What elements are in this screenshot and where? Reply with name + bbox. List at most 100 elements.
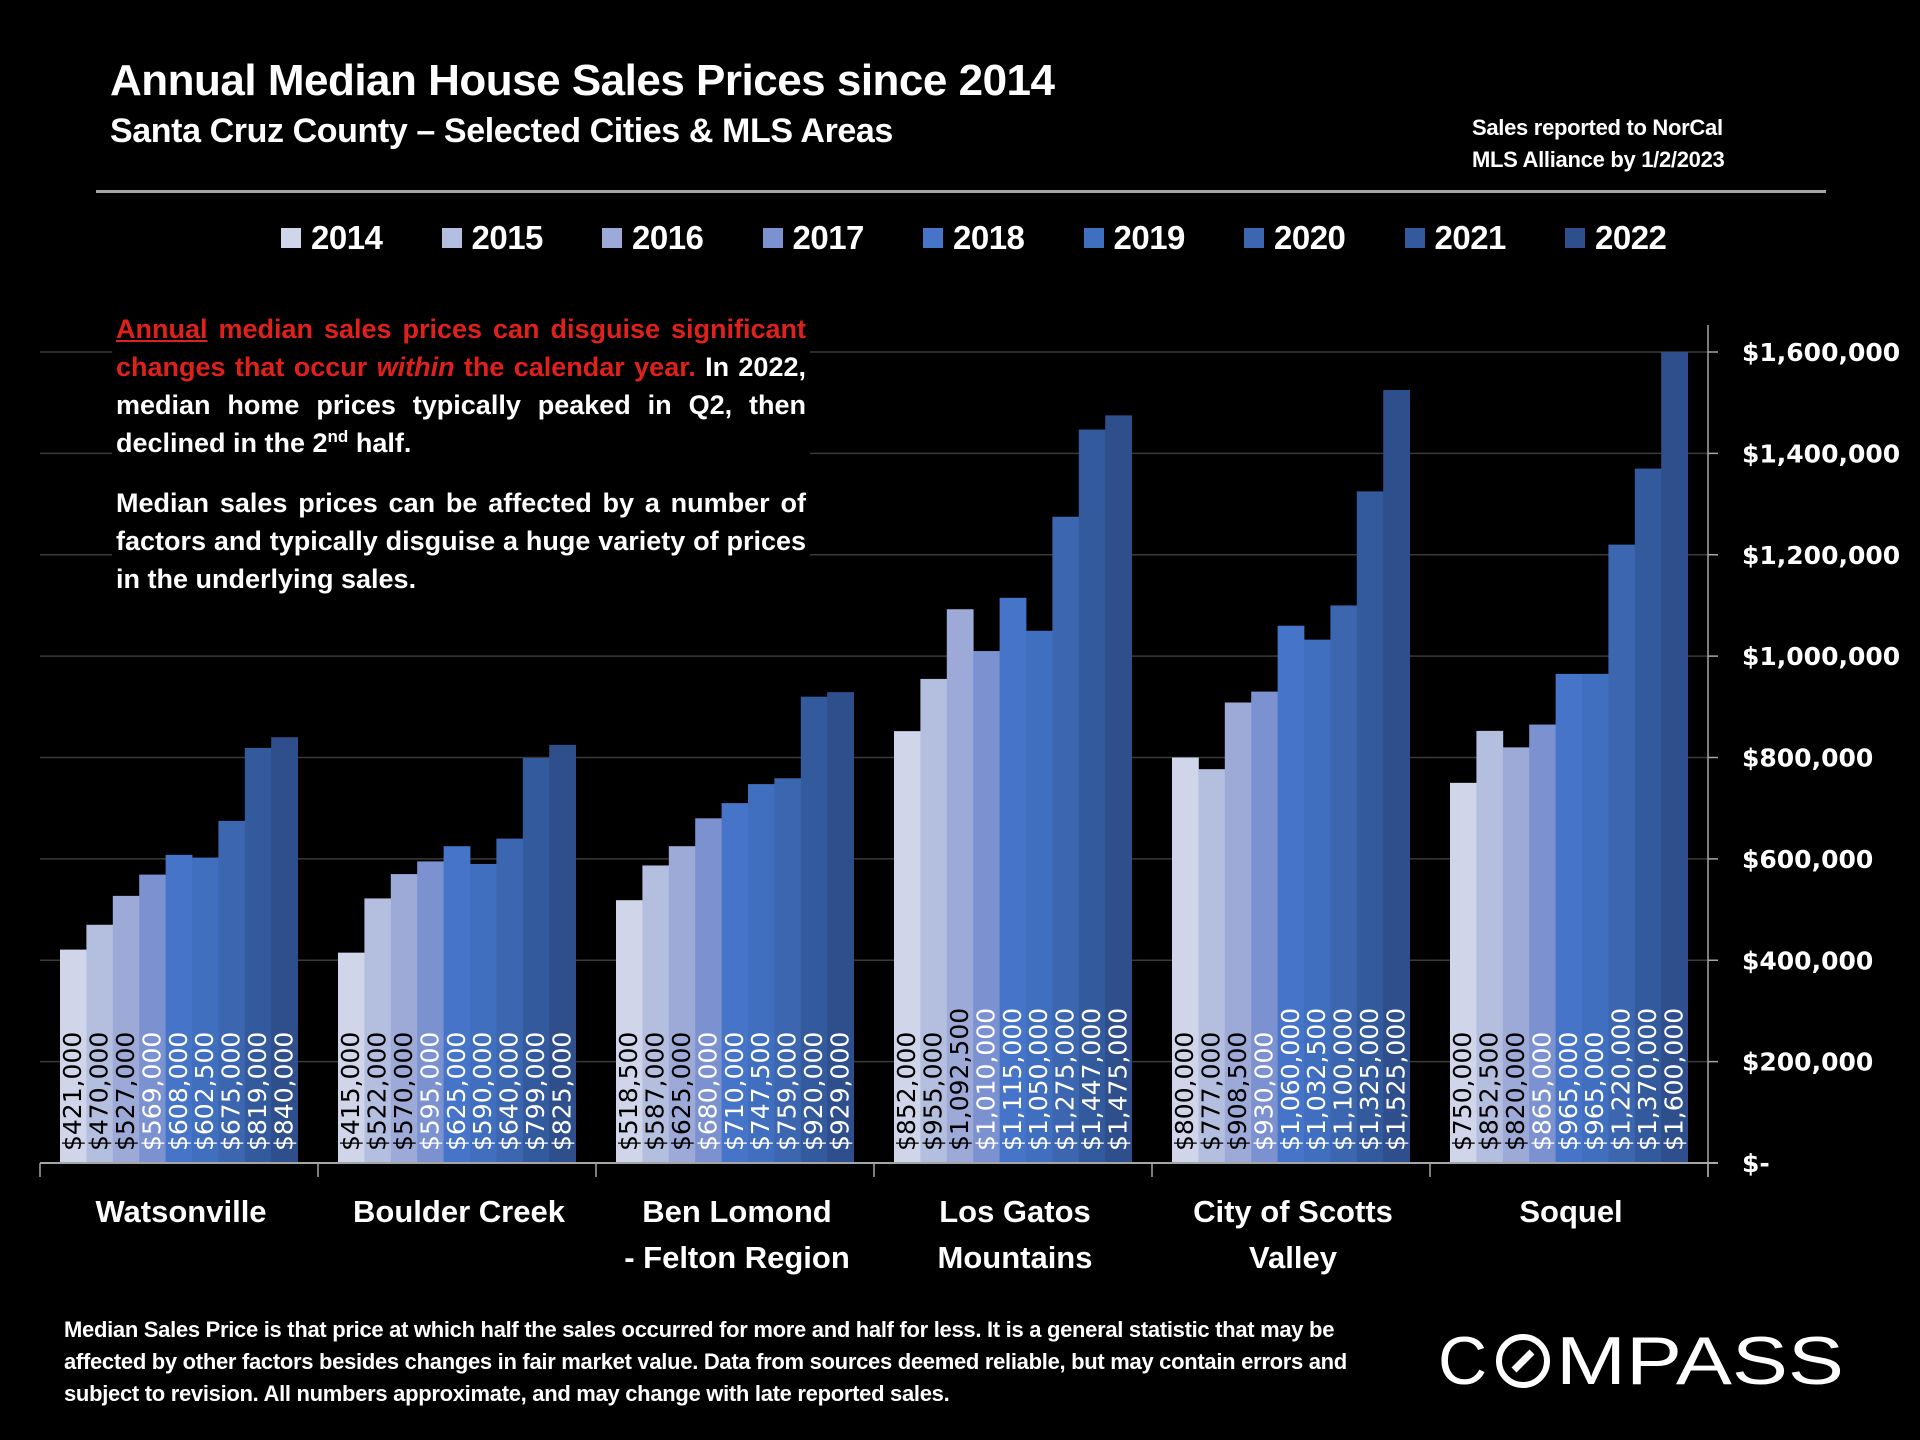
bar-2021 [1634, 468, 1662, 1163]
bar-2014 [616, 900, 643, 1163]
bar-data-label: $595,000 [415, 1032, 444, 1151]
source-line-1: Sales reported to NorCal [1472, 115, 1723, 140]
bar-2017 [1529, 724, 1556, 1163]
bar-2018 [165, 854, 193, 1163]
bar-data-label: $415,000 [336, 1032, 365, 1151]
bar-data-label: $852,500 [1475, 1032, 1504, 1151]
page-title: Annual Median House Sales Prices since 2… [110, 56, 1055, 105]
bar-data-label: $1,050,000 [1024, 1008, 1053, 1151]
bar-2018 [1277, 625, 1305, 1163]
bar-2018 [1555, 673, 1583, 1163]
legend-item-2021: 2021 [1404, 218, 1507, 258]
bar-data-label: $602,500 [190, 1032, 219, 1151]
legend-swatch [281, 228, 301, 248]
bar-data-label: $1,092,500 [945, 1008, 974, 1151]
bar-2021 [800, 696, 828, 1163]
bar-2018 [999, 597, 1027, 1163]
bar-data-label: $1,100,000 [1329, 1008, 1358, 1151]
bar-data-label: $640,000 [495, 1032, 524, 1151]
annotation-paragraph-2: Median sales prices can be affected by a… [116, 488, 806, 594]
bar-2017 [1251, 691, 1278, 1163]
x-category-label: Los Gatos [939, 1194, 1091, 1229]
x-category-label: City of Scotts [1193, 1194, 1393, 1229]
bar-2020 [774, 778, 802, 1163]
annotation-box: Annual median sales prices can disguise … [112, 310, 810, 598]
bar-2022 [1661, 352, 1688, 1163]
bar-2015 [86, 924, 114, 1163]
y-tick-label: $1,600,000 [1742, 338, 1900, 367]
bar-2016 [112, 895, 140, 1163]
bar-2016 [1502, 747, 1530, 1163]
bar-2015 [364, 898, 392, 1163]
annotation-white-text: In 2022, median home prices typically pe… [116, 352, 806, 458]
bar-data-label: $1,475,000 [1103, 1008, 1132, 1151]
y-tick-label: $200,000 [1742, 1048, 1873, 1077]
bar-data-label: $1,115,000 [998, 1008, 1027, 1151]
bar-data-label: $819,000 [243, 1032, 272, 1151]
legend-item-2014: 2014 [281, 218, 383, 258]
bar-data-label: $1,032,500 [1302, 1008, 1331, 1151]
bar-2015 [920, 678, 948, 1163]
bar-data-label: $518,500 [614, 1032, 643, 1151]
bar-data-label: $965,000 [1580, 1032, 1609, 1151]
bar-2020 [218, 820, 246, 1163]
y-tick-label: $1,000,000 [1742, 642, 1900, 671]
legend-swatch [1404, 228, 1425, 248]
bar-2021 [1356, 491, 1384, 1163]
bar-data-label: $1,325,000 [1355, 1008, 1384, 1151]
bar-2019 [748, 784, 775, 1163]
bar-2015 [642, 865, 670, 1163]
annotation-red-text-b: the calendar year. [454, 352, 696, 382]
bar-data-label: $1,525,000 [1381, 1008, 1410, 1151]
y-tick-label: $800,000 [1742, 744, 1873, 773]
bar-data-label: $908,500 [1223, 1032, 1252, 1151]
bar-data-label: $680,000 [693, 1032, 722, 1151]
bar-2017 [973, 651, 1000, 1163]
x-category-label: Ben Lomond [642, 1194, 831, 1229]
bar-data-label: $825,000 [547, 1032, 576, 1151]
bar-data-label: $820,000 [1501, 1032, 1530, 1151]
annotation-superscript: nd [327, 427, 349, 446]
bar-data-label: $587,000 [641, 1032, 670, 1151]
bar-2016 [390, 874, 418, 1163]
bar-2014 [1172, 757, 1199, 1163]
bar-2020 [1330, 605, 1358, 1163]
bar-data-label: $527,000 [111, 1032, 140, 1151]
bar-data-label: $955,000 [919, 1032, 948, 1151]
y-tick-label: $1,400,000 [1742, 439, 1900, 468]
bar-2015 [1476, 730, 1504, 1163]
bar-data-label: $1,600,000 [1659, 1008, 1688, 1151]
bar-data-label: $965,000 [1554, 1032, 1583, 1151]
bar-2016 [946, 609, 974, 1163]
bar-data-label: $710,000 [720, 1032, 749, 1151]
legend-item-2015: 2015 [441, 218, 543, 258]
bar-2019 [1582, 673, 1609, 1163]
compass-logo: C MPASS [1438, 1326, 1844, 1396]
y-tick-label: $- [1742, 1149, 1770, 1178]
bar-data-label: $799,000 [521, 1032, 550, 1151]
legend-item-2017: 2017 [762, 218, 864, 258]
bar-data-label: $800,000 [1170, 1032, 1199, 1151]
bar-chart: $- $200,000 $400,000 $600,000 $800,000 $1,000… [39, 325, 1900, 1275]
bar-2020 [496, 838, 524, 1163]
bar-data-label: $920,000 [799, 1032, 828, 1151]
legend-swatch [602, 228, 622, 248]
header-divider [96, 190, 1826, 193]
bar-2015 [1198, 769, 1226, 1163]
bar-data-label: $852,000 [892, 1032, 921, 1151]
bar-data-label: $522,000 [363, 1032, 392, 1151]
bar-data-label: $840,000 [269, 1032, 298, 1151]
bar-2022 [549, 744, 576, 1163]
bar-data-label: $777,000 [1197, 1032, 1226, 1151]
bar-2021 [522, 758, 550, 1163]
annotation-red-text-a: median sales prices can disguise signifi… [116, 314, 806, 382]
legend-label: 2020 [1274, 219, 1346, 256]
bar-2020 [1608, 544, 1636, 1163]
bar-2022 [827, 692, 854, 1163]
y-tick-label: $1,200,000 [1742, 541, 1900, 570]
bar-data-label: $929,000 [825, 1032, 854, 1151]
legend-label: 2019 [1113, 219, 1186, 256]
bar-data-label: $570,000 [389, 1032, 418, 1151]
legend-label: 2016 [632, 219, 704, 256]
legend-label: 2021 [1434, 219, 1507, 256]
